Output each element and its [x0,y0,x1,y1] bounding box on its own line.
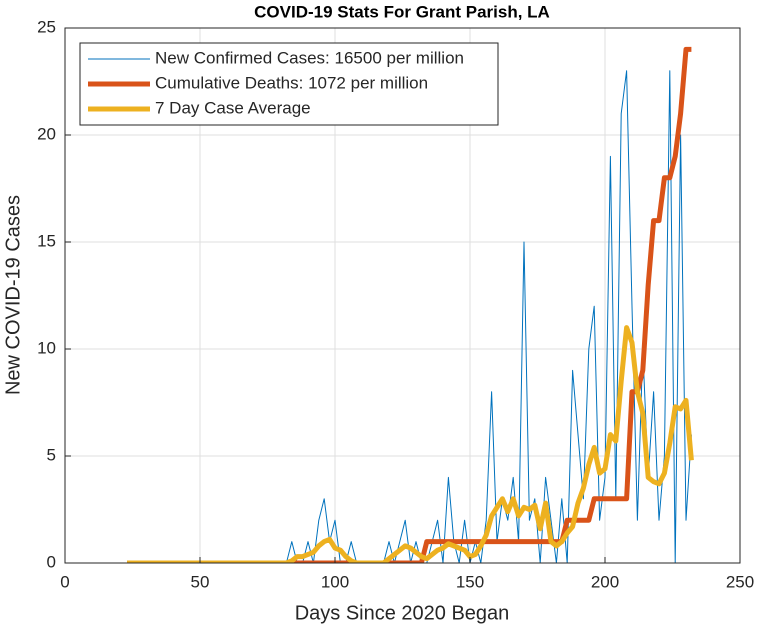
y-tick-label: 0 [47,552,56,571]
y-tick-label: 10 [37,338,56,357]
legend-label: Cumulative Deaths: 1072 per million [155,73,428,92]
x-tick-label: 100 [321,572,349,591]
x-tick-label: 250 [726,572,754,591]
y-tick-label: 15 [37,231,56,250]
y-axis-label: New COVID-19 Cases [2,195,24,395]
axes-box [64,27,741,564]
legend-label: New Confirmed Cases: 16500 per million [155,48,464,67]
y-tick-label: 25 [37,17,56,36]
x-axis-label: Days Since 2020 Began [295,602,510,624]
lines [127,46,694,563]
legend: New Confirmed Cases: 16500 per million Cu… [79,42,499,126]
series-line [127,325,694,563]
x-tick-label: 50 [191,572,210,591]
x-tick-label: 200 [591,572,619,591]
x-tick-label: 0 [60,572,69,591]
y-tick-label: 20 [37,124,56,143]
chart-title: COVID-19 Stats For Grant Parish, LA [254,2,550,21]
y-tick-label: 5 [47,445,56,464]
legend-label: 7 Day Case Average [155,98,311,117]
x-tick-label: 150 [456,572,484,591]
axes: 0 50 100 150 200 250 0 5 10 15 20 25 [37,17,754,591]
